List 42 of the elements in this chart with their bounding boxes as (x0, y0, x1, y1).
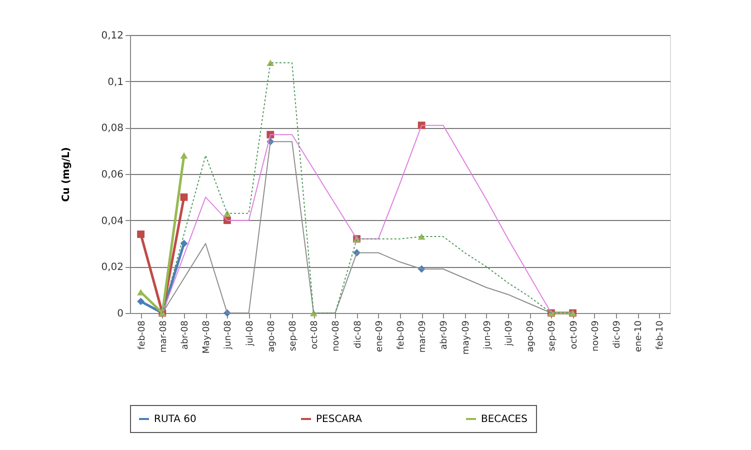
x-tick-label: nov-08 (332, 320, 342, 352)
y-tick-label: 0,08 (101, 123, 124, 134)
legend-label: PESCARA (316, 414, 362, 425)
point (418, 233, 426, 240)
legend-label: RUTA 60 (154, 414, 196, 425)
x-tick-label: mar-09 (418, 320, 428, 353)
x-tick-label: ene-10 (634, 320, 644, 352)
x-tick-label: feb-10 (656, 320, 666, 350)
x-tick-label: feb-08 (137, 320, 148, 350)
point (137, 298, 145, 306)
y-axis-title: Cu (mg/L) (61, 147, 72, 202)
point (180, 152, 188, 159)
x-tick-label: sep-09 (548, 320, 558, 352)
x-tick-label: jul-08 (245, 320, 256, 347)
x-tick-label: dic-09 (612, 320, 622, 348)
point (180, 240, 188, 248)
x-tick-label: May-08 (202, 320, 212, 354)
y-tick-label: 0,04 (101, 216, 124, 227)
x-tick-label: jun-08 (224, 320, 234, 350)
x-tick-label: oct-09 (569, 320, 580, 350)
x-tick-label: ene-09 (374, 320, 385, 352)
x-tick-label: abr-09 (440, 320, 450, 350)
point (180, 193, 188, 201)
x-tick-label: ago-08 (266, 320, 277, 352)
y-tick-label: 0,1 (108, 76, 124, 88)
x-tick-label: mar-08 (158, 320, 169, 353)
y-tick-label: 0,06 (101, 170, 124, 180)
y-tick-label: 0 (117, 308, 124, 320)
x-tick-label: nov-09 (590, 320, 601, 352)
x-tick-label: ago-09 (526, 320, 536, 352)
legend-label: BECACES (481, 414, 528, 425)
x-tick-label: jul-09 (504, 320, 514, 347)
x-tick-label: may-09 (461, 320, 472, 355)
x-tick-label: feb-09 (396, 320, 406, 350)
x-tick-label: jun-09 (482, 320, 493, 350)
y-tick-label: 0,12 (101, 30, 124, 42)
x-tick-label: sep-08 (288, 320, 298, 352)
y-tick-label: 0,02 (101, 262, 124, 274)
point (137, 230, 145, 238)
x-tick-label: dic-08 (353, 320, 364, 348)
x-tick-label: abr-08 (180, 320, 190, 350)
x-tick-label: oct-08 (310, 320, 320, 350)
